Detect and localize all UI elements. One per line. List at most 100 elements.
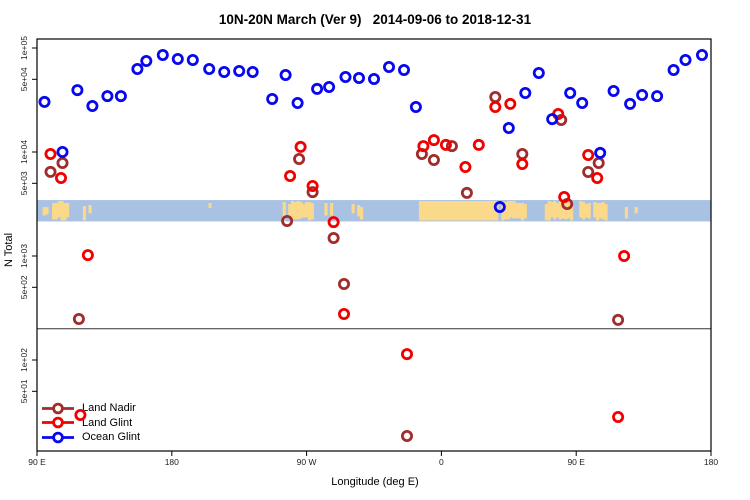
land-patch (288, 204, 292, 219)
data-point-land-glint (459, 160, 472, 173)
land-patch (51, 203, 56, 220)
data-point-land-glint (552, 108, 565, 121)
data-point-ocean-glint (140, 55, 153, 68)
data-point-ocean-glint (607, 85, 620, 98)
land-patch (569, 201, 574, 221)
legend-marker-ocean-glint (42, 431, 74, 444)
data-point-ocean-glint (279, 69, 292, 82)
data-point-ocean-glint (38, 95, 51, 108)
data-point-land-glint (55, 171, 68, 184)
data-point-land-glint (516, 157, 529, 170)
x-tick-label: 180 (165, 457, 179, 467)
land-patch (564, 203, 568, 220)
data-point-ocean-glint (323, 81, 336, 94)
data-point-ocean-glint (352, 72, 365, 85)
data-point-land-glint (618, 249, 631, 262)
land-patch (544, 204, 548, 221)
land-patch (42, 207, 46, 216)
data-point-ocean-glint (667, 64, 680, 77)
land-patch (604, 204, 608, 221)
data-point-land-glint (44, 147, 57, 160)
data-point-land-nadir (592, 156, 605, 169)
data-point-ocean-glint (233, 65, 246, 78)
data-point-land-nadir (293, 152, 306, 165)
land-patch (305, 202, 309, 218)
data-point-land-nadir (582, 165, 595, 178)
land-patch (54, 203, 58, 220)
data-point-land-nadir (516, 147, 529, 160)
data-point-ocean-glint (86, 100, 99, 113)
land-patch (515, 203, 519, 219)
data-point-land-nadir (460, 186, 473, 199)
data-point-ocean-glint (71, 84, 84, 97)
legend-label-land-glint: Land Glint (82, 416, 133, 429)
data-point-land-nadir (489, 91, 502, 104)
land-patch (299, 202, 303, 219)
land-patch (506, 201, 511, 220)
data-point-ocean-glint (171, 53, 184, 66)
land-patch (324, 203, 328, 216)
data-point-ocean-glint (367, 73, 380, 86)
data-point-land-glint (417, 140, 430, 153)
land-patch (587, 203, 591, 219)
data-point-ocean-glint (218, 66, 231, 79)
data-point-land-glint (81, 249, 94, 262)
data-point-land-glint (294, 140, 307, 153)
data-point-land-glint (439, 138, 452, 151)
data-point-ocean-glint (624, 97, 637, 110)
land-patch (351, 204, 355, 214)
land-patch (512, 201, 516, 219)
data-point-land-glint (337, 307, 350, 320)
data-point-ocean-glint (696, 49, 709, 62)
data-point-land-nadir (427, 153, 440, 166)
land-patch (553, 201, 557, 220)
land-patch (291, 201, 295, 220)
y-tick-label: 1e+03 (19, 244, 29, 268)
data-point-ocean-glint (203, 63, 216, 76)
data-point-land-glint (612, 410, 625, 423)
legend-label-ocean-glint: Ocean Glint (82, 431, 141, 444)
data-point-land-nadir (56, 156, 69, 169)
data-point-land-glint (284, 169, 297, 182)
data-point-ocean-glint (594, 146, 607, 159)
data-point-ocean-glint (156, 49, 169, 62)
land-patch (310, 203, 314, 220)
data-point-land-glint (400, 348, 413, 361)
y-tick-label: 1e+02 (19, 348, 29, 372)
land-patch (547, 201, 551, 221)
land-patch (302, 204, 306, 218)
data-point-ocean-glint (409, 101, 422, 114)
data-point-ocean-glint (56, 145, 69, 158)
data-point-ocean-glint (546, 113, 559, 126)
y-tick-label: 1e+05 (19, 36, 29, 60)
data-point-land-glint (489, 101, 502, 114)
land-patch (359, 207, 364, 220)
data-point-land-nadir (555, 114, 568, 127)
data-point-land-glint (504, 97, 517, 110)
land-patch (82, 206, 87, 221)
y-tick-label: 5e+02 (19, 275, 29, 299)
land-patch (598, 203, 602, 219)
data-point-land-nadir (415, 147, 428, 160)
data-point-land-glint (582, 148, 595, 161)
data-point-land-nadir (44, 165, 57, 178)
land-patch (523, 204, 527, 219)
land-patch (418, 201, 499, 221)
land-patch (504, 202, 508, 220)
land-patch (45, 207, 49, 215)
map-ocean-band (37, 200, 711, 222)
x-axis-label: Longitude (deg E) (331, 476, 419, 488)
land-patch (60, 201, 64, 221)
data-point-land-nadir (400, 429, 413, 442)
legend-marker-land-nadir (42, 402, 74, 415)
data-point-land-nadir (445, 140, 458, 153)
data-point-ocean-glint (502, 122, 515, 135)
y-tick-label: 5e+03 (19, 171, 29, 195)
land-patch (595, 203, 600, 221)
data-point-land-nadir (561, 197, 574, 210)
data-point-ocean-glint (397, 64, 410, 77)
data-point-land-nadir (306, 186, 319, 199)
land-patch (520, 203, 525, 221)
legend-item-land-glint: Land Glint (41, 416, 140, 431)
